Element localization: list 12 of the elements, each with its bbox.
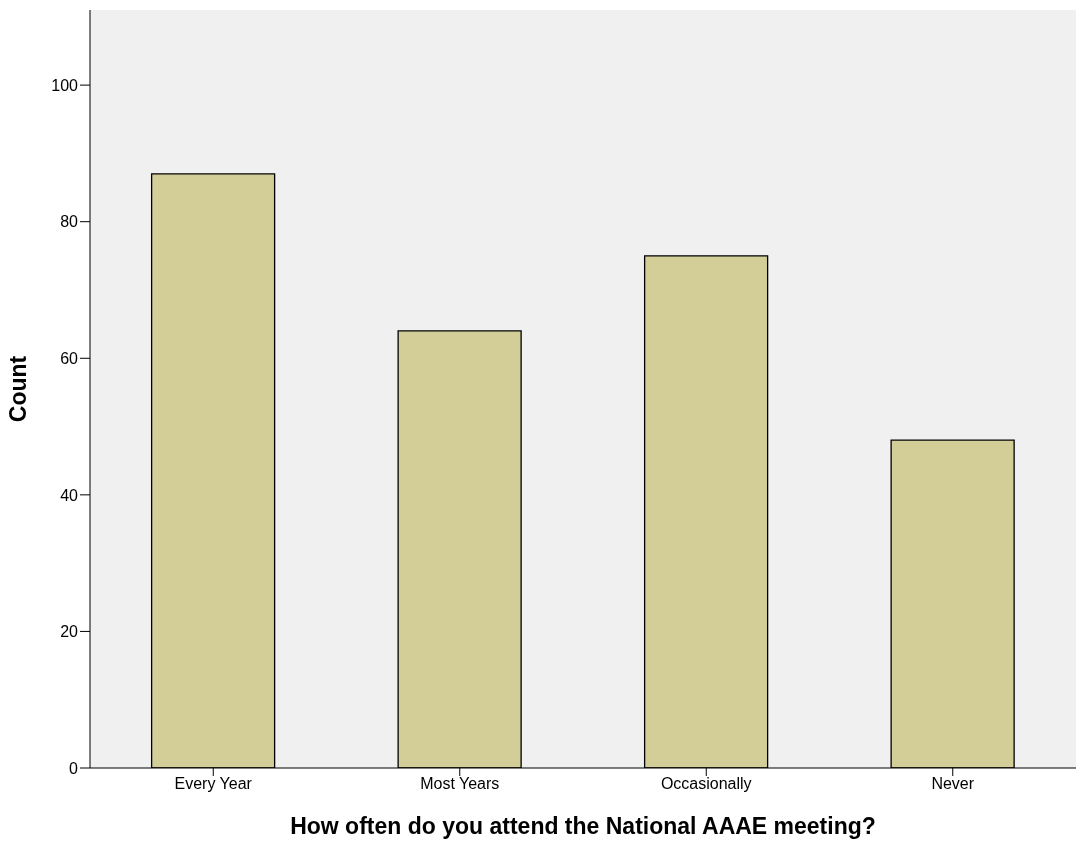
- y-tick-label: 0: [69, 759, 79, 777]
- y-tick-label: 40: [60, 486, 79, 504]
- y-tick-label: 80: [60, 213, 79, 231]
- x-tick-label: Most Years: [420, 775, 500, 793]
- x-tick-label: Occasionally: [660, 775, 752, 793]
- x-tick-label: Never: [931, 775, 975, 793]
- x-axis-title: How often do you attend the National AAAE meeting?: [290, 813, 876, 839]
- y-tick-label: 20: [60, 623, 79, 641]
- y-axis-title: Count: [5, 355, 32, 423]
- y-tick-label: 100: [51, 76, 79, 94]
- y-tick-label: 60: [60, 349, 79, 367]
- x-tick-label: Every Year: [174, 775, 253, 793]
